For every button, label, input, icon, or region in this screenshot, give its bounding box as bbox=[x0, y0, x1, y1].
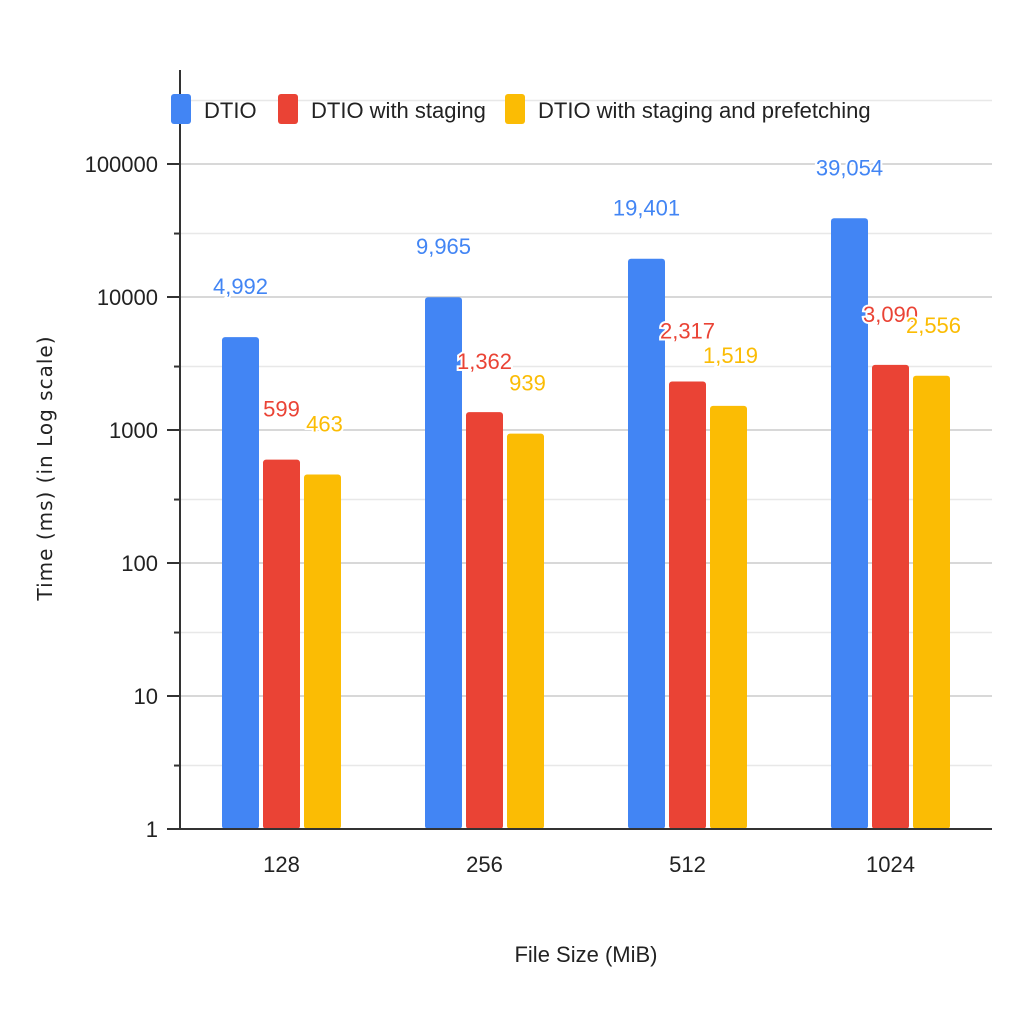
legend-swatch bbox=[278, 94, 298, 124]
bar-dtio-with-staging-and-prefetching-256 bbox=[507, 433, 544, 829]
bars bbox=[222, 218, 950, 830]
data-label: 939 bbox=[509, 371, 546, 396]
x-axis-title: File Size (MiB) bbox=[514, 942, 657, 967]
data-label: 1,519 bbox=[703, 343, 758, 368]
data-label: 463 bbox=[306, 411, 343, 436]
bar-dtio-with-staging-and-prefetching-1024 bbox=[913, 375, 950, 829]
bar-dtio-with-staging-512 bbox=[669, 381, 706, 829]
data-label: 9,965 bbox=[416, 234, 471, 259]
y-tick-label: 100000 bbox=[85, 152, 158, 177]
bar-dtio-1024 bbox=[831, 218, 868, 830]
data-label: 3,090 bbox=[863, 302, 918, 327]
y-tick-label: 1000 bbox=[109, 418, 158, 443]
x-tick-label: 1024 bbox=[866, 852, 915, 877]
y-tick-label: 100 bbox=[121, 551, 158, 576]
x-tick-label: 256 bbox=[466, 852, 503, 877]
bar-dtio-with-staging-256 bbox=[466, 412, 503, 829]
data-label: 599 bbox=[263, 397, 300, 422]
data-label: 19,401 bbox=[613, 196, 680, 221]
data-label: 2,317 bbox=[660, 318, 715, 343]
legend-swatch bbox=[171, 94, 191, 124]
bar-dtio-128 bbox=[222, 337, 259, 829]
y-tick-labels: 1 10 100 1000 10000 100000 bbox=[85, 152, 158, 842]
legend-label: DTIO bbox=[204, 98, 257, 123]
axes bbox=[167, 70, 992, 830]
data-label: 2,556 bbox=[906, 313, 961, 338]
y-tick-label: 10 bbox=[134, 684, 158, 709]
bar-dtio-with-staging-and-prefetching-512 bbox=[710, 405, 747, 829]
x-tick-labels: 128 256 512 1024 bbox=[263, 852, 915, 877]
data-label: 4,992 bbox=[213, 274, 268, 299]
data-label: 39,054 bbox=[816, 155, 883, 180]
bar-dtio-with-staging-128 bbox=[263, 459, 300, 829]
legend: DTIO DTIO with staging DTIO with staging a… bbox=[171, 94, 871, 124]
legend-label: DTIO with staging and prefetching bbox=[538, 98, 871, 123]
x-tick-label: 512 bbox=[669, 852, 706, 877]
legend-label: DTIO with staging bbox=[311, 98, 486, 123]
bar-dtio-with-staging-1024 bbox=[872, 364, 909, 829]
y-tick-label: 10000 bbox=[97, 285, 158, 310]
x-tick-label: 128 bbox=[263, 852, 300, 877]
gridlines bbox=[180, 99, 992, 767]
y-tick-label: 1 bbox=[146, 817, 158, 842]
data-label: 1,362 bbox=[457, 349, 512, 374]
legend-swatch bbox=[505, 94, 525, 124]
bar-dtio-with-staging-and-prefetching-128 bbox=[304, 474, 341, 829]
bar-dtio-256 bbox=[425, 297, 462, 829]
bar-dtio-512 bbox=[628, 258, 665, 830]
y-axis-title: Time (ms) (in Log scale) bbox=[33, 336, 57, 602]
